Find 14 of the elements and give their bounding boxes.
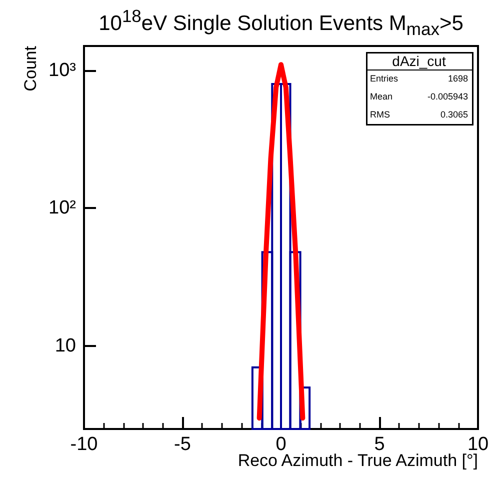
annotation: RMS [370, 110, 390, 120]
annotation: -0.005943 [427, 92, 468, 102]
y-tick-label: 10 [54, 336, 76, 356]
annotation: Mean [370, 92, 393, 102]
chart-title: 10$^{18}$eV Single Solution Events M$_{max}$>5 [98, 6, 464, 40]
y-tick-label: 10² [48, 198, 76, 219]
x-tick-label: -5 [174, 434, 191, 455]
annotation: dAzi_cut [392, 53, 446, 69]
annotation: 1698 [448, 74, 468, 84]
x-tick-label: -10 [70, 434, 98, 455]
annotation: Entries [370, 74, 399, 84]
y-tick-label: 10³ [48, 60, 76, 81]
y-axis-title: Count [21, 46, 40, 92]
annotation: 0.3065 [440, 110, 468, 120]
